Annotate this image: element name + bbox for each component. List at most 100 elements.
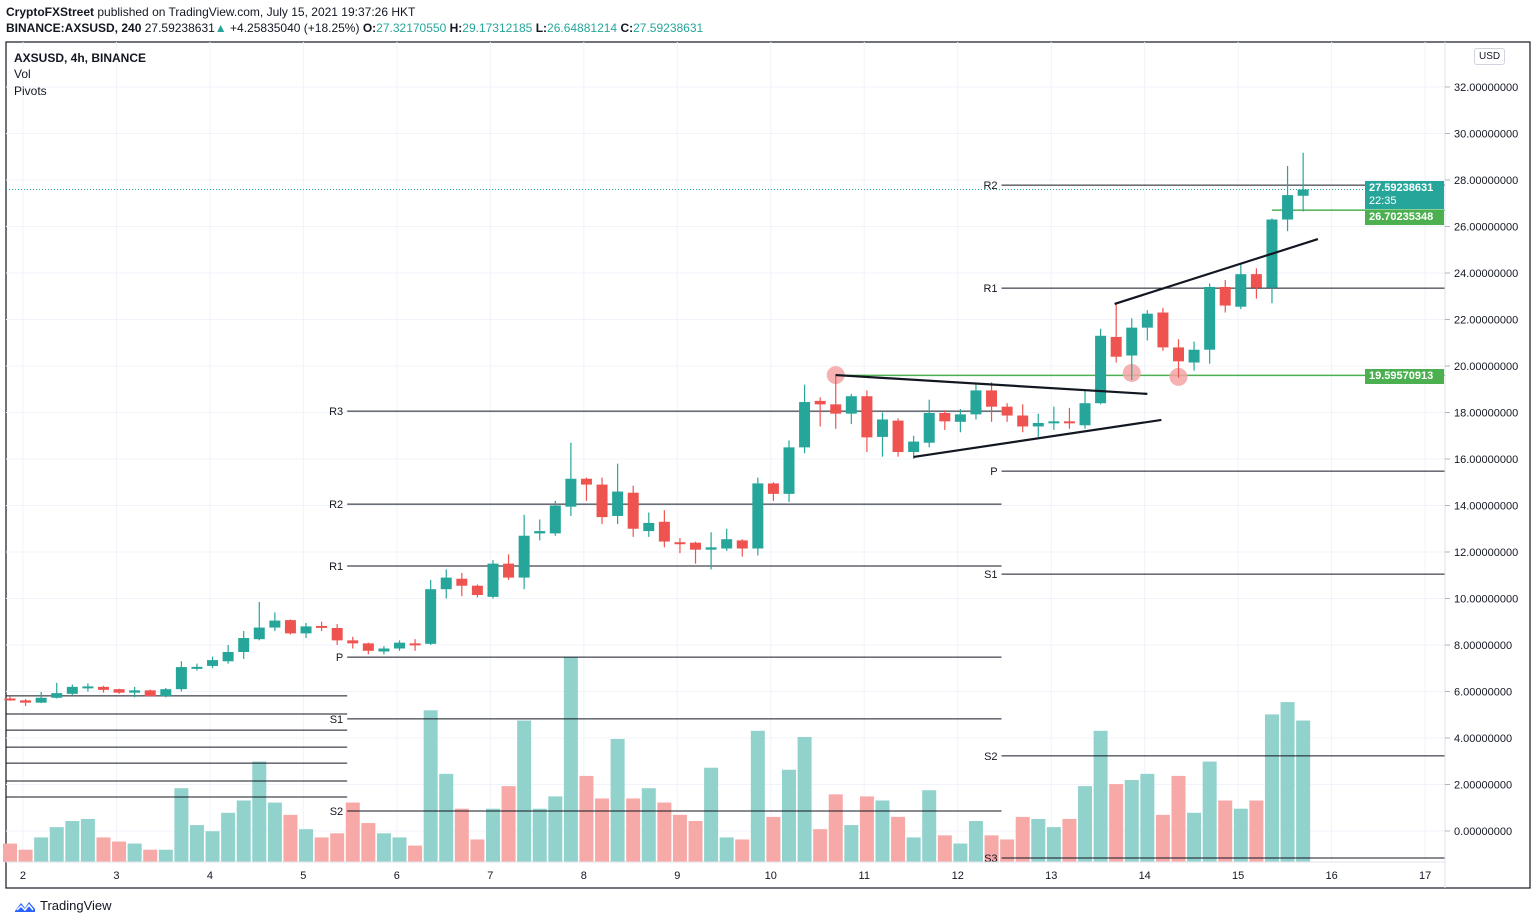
trendline[interactable]	[835, 373, 1148, 395]
candle-body	[487, 563, 499, 597]
candle-body	[129, 690, 141, 693]
trendlines[interactable]	[835, 238, 1319, 458]
candle-body	[752, 483, 764, 549]
level-tag-26: 26.70235348	[1365, 210, 1444, 225]
candle-body	[861, 396, 873, 438]
candle-body	[767, 483, 779, 494]
volume-bar	[532, 808, 547, 862]
pivot-label: P	[336, 652, 343, 664]
price-tick-label: 6.00000000	[1454, 687, 1512, 699]
candle-body	[362, 643, 374, 651]
price-tick-label: 12.00000000	[1454, 547, 1518, 559]
legend-pivots[interactable]: Pivots	[14, 84, 47, 98]
volume-bar	[813, 829, 828, 862]
candle-body	[627, 492, 639, 529]
candle-body	[1048, 421, 1060, 424]
pivot-label: S1	[330, 714, 343, 726]
trendline[interactable]	[913, 418, 1162, 458]
candle-body	[970, 390, 982, 415]
low-label: L:	[535, 21, 548, 35]
volume-bar	[891, 816, 906, 862]
volume-bar	[937, 835, 952, 862]
price-tick-label: 0.00000000	[1454, 826, 1512, 838]
volume-bar	[96, 837, 111, 862]
volume-bar	[548, 796, 563, 862]
pivot-label: S3	[984, 853, 997, 865]
volume-bar	[828, 794, 843, 862]
price-tick-label: 4.00000000	[1454, 733, 1512, 745]
volume-bar	[1296, 720, 1311, 862]
volume-bar	[1062, 818, 1077, 862]
volume-bar	[470, 839, 485, 862]
candle-body	[35, 697, 47, 703]
high-label: H:	[449, 21, 463, 35]
time-tick-label: 17	[1419, 870, 1431, 882]
footer-brand[interactable]: TradingView	[14, 898, 112, 913]
brand-name: TradingView	[40, 898, 112, 913]
price-tick-label: 26.00000000	[1454, 222, 1518, 234]
volume-bar	[34, 837, 49, 862]
trendline[interactable]	[1114, 238, 1319, 305]
candle-body	[456, 578, 468, 586]
publish-info: CryptoFXStreet published on TradingView.…	[6, 5, 415, 19]
volume-bar	[968, 821, 983, 862]
price-axis[interactable]: 0.00000000 2.00000000 4.00000000 6.00000000…	[1445, 82, 1518, 838]
candle-body	[783, 447, 795, 494]
price-tick-label: 18.00000000	[1454, 408, 1518, 420]
volume-bar	[1124, 780, 1139, 862]
candle-body	[1141, 313, 1153, 328]
volume-bar	[221, 812, 236, 862]
volume-bar	[236, 800, 251, 862]
symbol-ohlc-bar: BINANCE:AXSUSD, 240 27.59238631▲ +4.2583…	[6, 21, 703, 35]
volume-bar	[1155, 814, 1170, 862]
published-text: published on TradingView.com, July 15, 2…	[97, 5, 416, 19]
pivot-label: P	[990, 466, 997, 478]
currency-button[interactable]: USD	[1474, 48, 1506, 65]
volume-bar	[1109, 784, 1124, 862]
candle-body	[643, 522, 655, 532]
pivot-label: R2	[983, 180, 997, 192]
volume-bar	[283, 814, 298, 862]
candle-body	[440, 577, 452, 590]
volume-bar	[906, 837, 921, 862]
price-tick-label: 10.00000000	[1454, 594, 1518, 606]
time-axis[interactable]: 2 3 4 5 6 7 8 9 10 11 12 13 14 15 16 17	[20, 870, 1431, 882]
volume-bar	[376, 833, 391, 862]
last-price-tag: 27.59238631 22:35	[1365, 181, 1444, 209]
candle-body	[986, 390, 998, 407]
time-tick-label: 8	[581, 870, 587, 882]
volume-bar	[127, 843, 142, 862]
candle-body	[97, 686, 109, 690]
volume-bar	[704, 767, 719, 862]
candle-body	[534, 531, 546, 534]
price-tick-label: 20.00000000	[1454, 361, 1518, 373]
candle-body	[51, 693, 63, 698]
legend-vol[interactable]: Vol	[14, 67, 31, 81]
volume-bar	[610, 739, 625, 862]
volume-bar	[454, 808, 469, 862]
volume-bar	[1031, 818, 1046, 862]
candle-body	[1235, 274, 1247, 307]
candle-body	[66, 686, 78, 694]
candle-body	[908, 441, 920, 453]
volume-bar	[252, 761, 267, 862]
price-tick-label: 32.00000000	[1454, 82, 1518, 94]
high-value: 29.17312185	[462, 21, 533, 35]
time-tick-label: 7	[487, 870, 493, 882]
candle-body	[207, 660, 219, 666]
last-price-tag-value: 27.59238631	[1369, 182, 1434, 194]
candle-body	[658, 521, 670, 542]
open-label: O:	[362, 21, 377, 35]
candle-body	[284, 620, 296, 634]
volume-bar	[984, 835, 999, 862]
volume-bar	[485, 808, 500, 862]
pivot-label: R3	[329, 406, 343, 418]
volume-bar	[563, 657, 578, 862]
volume-bar	[143, 849, 158, 862]
volume-bar	[875, 800, 890, 862]
candle-body	[690, 542, 702, 550]
volume-bar	[922, 790, 937, 862]
volume-bar	[174, 788, 189, 862]
volume-bar	[859, 796, 874, 862]
